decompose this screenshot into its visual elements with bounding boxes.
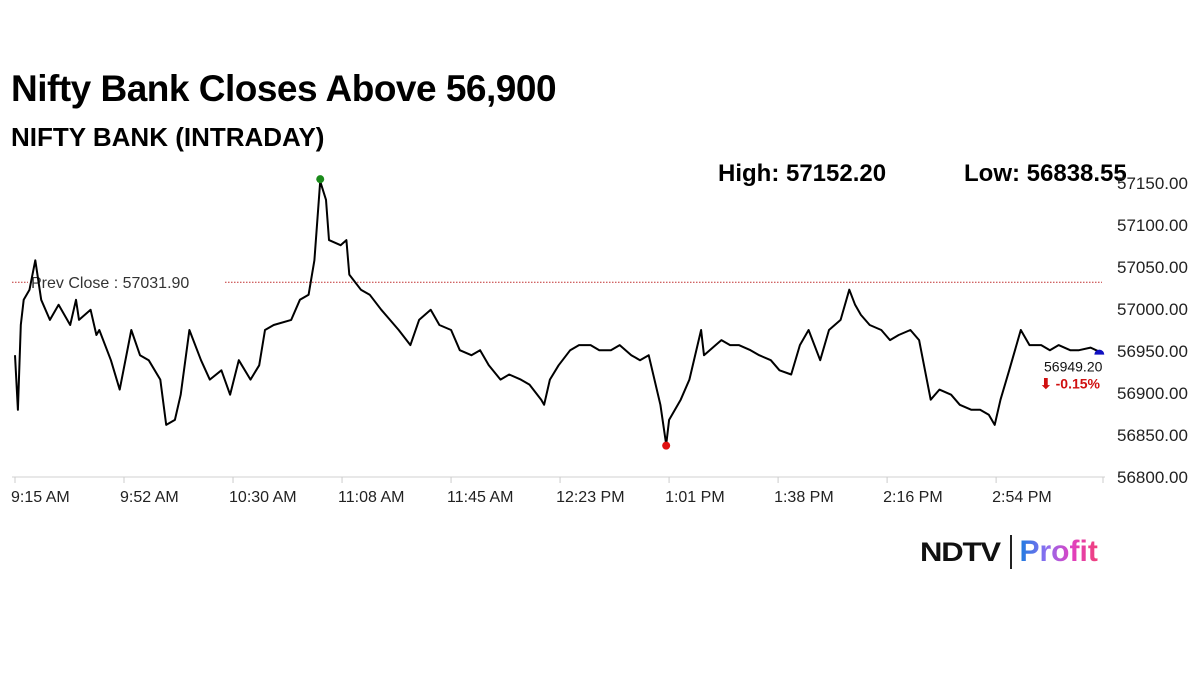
prev-close-label: Prev Close : 57031.90: [31, 275, 189, 292]
x-tick-label: 1:01 PM: [665, 489, 725, 506]
prev-close-label-bg: [28, 272, 224, 293]
y-tick-label: 56850.00: [1117, 426, 1188, 445]
change-label: ⬇ -0.15%: [1040, 376, 1101, 392]
high-marker: [316, 175, 325, 184]
x-tick-label: 1:38 PM: [774, 489, 834, 506]
x-tick-label: 9:15 AM: [11, 489, 70, 506]
y-tick-label: 57050.00: [1117, 258, 1188, 277]
y-tick-label: 56950.00: [1117, 342, 1188, 361]
logo-divider: [1009, 535, 1012, 569]
chart-subtitle: NIFTY BANK (INTRADAY): [11, 122, 325, 152]
x-tick-label: 11:45 AM: [447, 489, 513, 506]
price-line: [14, 180, 1100, 446]
page-title: Nifty Bank Closes Above 56,900: [11, 68, 557, 109]
y-tick-label: 57150.00: [1117, 174, 1188, 193]
high-label: High: 57152.20: [718, 160, 887, 187]
x-tick-label: 12:23 PM: [556, 489, 624, 506]
y-tick-label: 56900.00: [1117, 384, 1188, 403]
x-tick-label: 2:16 PM: [883, 489, 943, 506]
y-tick-label: 57000.00: [1117, 300, 1188, 319]
x-tick-label: 10:30 AM: [229, 489, 297, 506]
low-label: Low: 56838.55: [964, 160, 1127, 187]
x-tick-label: 11:08 AM: [338, 489, 404, 506]
y-tick-label: 56800.00: [1117, 468, 1188, 487]
ndtv-profit-logo: NDTV Profit: [920, 532, 1098, 572]
logo-profit: Profit: [1019, 535, 1098, 568]
x-tick-label: 9:52 AM: [120, 489, 179, 506]
low-marker: [662, 441, 671, 450]
last-price-label: 56949.20: [1044, 359, 1103, 375]
x-tick-label: 2:54 PM: [992, 489, 1052, 506]
last-price-marker: [1094, 349, 1105, 355]
logo-ndtv: NDTV: [920, 536, 1001, 567]
y-tick-label: 57100.00: [1117, 216, 1188, 235]
